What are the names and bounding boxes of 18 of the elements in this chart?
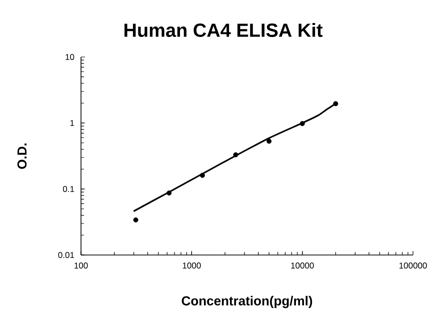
point — [200, 172, 205, 178]
point — [333, 101, 338, 106]
point — [133, 217, 138, 222]
y-tick-label: 1 — [70, 120, 74, 126]
y-tick-label: 10 — [66, 54, 74, 60]
x-tick-label: 100 — [74, 262, 88, 269]
point — [266, 138, 272, 144]
y-tick-label: 0.1 — [62, 186, 74, 192]
point — [300, 121, 305, 126]
y-tick-label: 0.01 — [58, 252, 74, 258]
chart-title: Human CA4 ELISA Kit — [124, 23, 323, 37]
point — [166, 190, 172, 196]
x-axis-title: Concentration(pg/ml) — [182, 296, 312, 308]
point — [233, 152, 238, 158]
y-axis-title: O.D. — [17, 144, 27, 169]
x-tick-label: 100000 — [399, 262, 427, 269]
x-tick-label: 10000 — [291, 262, 314, 269]
x-tick-label: 1000 — [182, 262, 201, 269]
